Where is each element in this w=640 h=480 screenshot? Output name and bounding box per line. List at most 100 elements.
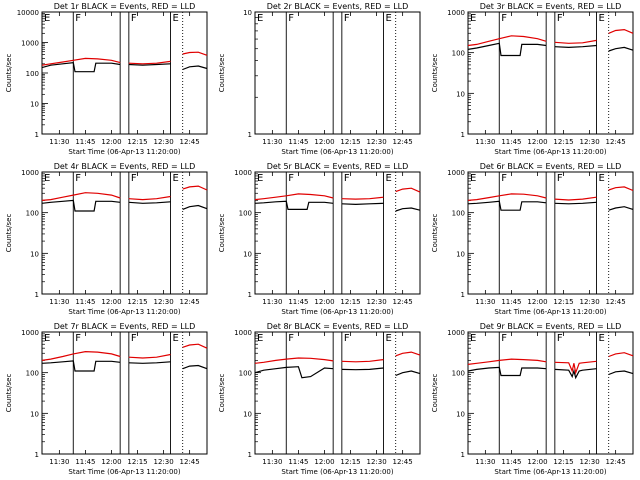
series-lld-line — [41, 192, 121, 201]
series-lld-line — [182, 185, 208, 191]
event-marker-label: E — [257, 13, 263, 24]
chart-title: Det 6r BLACK = Events, RED = LLD — [480, 162, 622, 171]
event-marker-label: F — [557, 173, 563, 184]
y-tick-label: 100 — [26, 70, 39, 78]
x-axis-title: Start Time (06-Apr-13 11:20:00) — [494, 308, 606, 316]
series-lld-line — [41, 350, 121, 361]
series-events-line — [608, 370, 634, 376]
x-tick-label: 12:00 — [527, 298, 547, 306]
detector-chart-5: Det 5r BLACK = Events, RED = LLD 1 10 100 10… — [218, 162, 421, 316]
x-tick-label: 12:30 — [153, 298, 173, 306]
event-marker-label: F — [131, 173, 137, 184]
series-events-line — [608, 206, 634, 211]
x-axis-title: Start Time (06-Apr-13 11:20:00) — [281, 468, 393, 476]
y-tick-label: 1000 — [21, 40, 39, 48]
x-tick-label: 11:45 — [75, 138, 95, 146]
x-tick-label: 12:30 — [366, 138, 386, 146]
event-marker-label: F — [344, 173, 350, 184]
series-lld-line — [41, 57, 121, 66]
y-tick-label: 1 — [35, 131, 39, 139]
event-marker-label: E — [386, 13, 392, 24]
event-marker-label: E — [386, 333, 392, 344]
y-tick-label: 1 — [35, 291, 39, 299]
x-tick-label: 11:30 — [49, 298, 69, 306]
chart-title: Det 8r BLACK = Events, RED = LLD — [267, 322, 409, 331]
y-tick-label: 100 — [452, 210, 465, 218]
y-tick-label: 100 — [239, 370, 252, 378]
detector-chart-4: Det 4r BLACK = Events, RED = LLD 1 10 100 10… — [5, 162, 208, 316]
series-events-line — [128, 63, 171, 66]
x-axis-title: Start Time (06-Apr-13 11:20:00) — [68, 148, 180, 156]
x-tick-label: 12:45 — [393, 458, 413, 466]
x-tick-label: 12:30 — [579, 138, 599, 146]
y-tick-label: 1000 — [21, 169, 39, 177]
series-events-line — [254, 366, 334, 379]
x-tick-label: 12:45 — [606, 298, 626, 306]
y-axis-title: Counts/sec — [5, 214, 13, 253]
x-axis-title: Start Time (06-Apr-13 11:20:00) — [281, 308, 393, 316]
event-marker-label: E — [257, 333, 263, 344]
y-axis-title: Counts/sec — [218, 54, 226, 93]
x-tick-label: 11:45 — [75, 458, 95, 466]
x-tick-label: 12:15 — [127, 138, 147, 146]
y-tick-label: 10 — [30, 101, 39, 109]
y-axis-title: Counts/sec — [5, 374, 13, 413]
x-tick-label: 12:45 — [393, 298, 413, 306]
y-tick-label: 10 — [243, 9, 252, 17]
event-marker-label: F — [557, 13, 563, 24]
series-events-line — [128, 201, 171, 204]
series-lld-line — [341, 196, 384, 200]
detector-chart-3: Det 3r BLACK = Events, RED = LLD 1 10 100 10… — [431, 2, 634, 156]
x-tick-label: 12:45 — [180, 138, 200, 146]
series-events-line — [182, 364, 208, 370]
series-events-line — [128, 361, 171, 364]
y-tick-label: 10 — [456, 250, 465, 258]
x-tick-label: 12:15 — [127, 298, 147, 306]
y-tick-label: 100 — [26, 370, 39, 378]
series-events-line — [554, 44, 597, 49]
event-marker-label: E — [173, 13, 179, 24]
y-tick-label: 100 — [452, 370, 465, 378]
y-tick-label: 10000 — [17, 9, 39, 17]
x-tick-label: 11:30 — [49, 458, 69, 466]
series-events-line — [41, 360, 121, 372]
x-tick-label: 12:00 — [101, 458, 121, 466]
x-tick-label: 11:45 — [501, 298, 521, 306]
event-marker-label: E — [173, 333, 179, 344]
series-lld-line — [608, 186, 634, 192]
series-lld-line — [608, 28, 634, 34]
x-tick-label: 12:45 — [393, 138, 413, 146]
x-tick-label: 12:00 — [527, 138, 547, 146]
y-tick-label: 1000 — [447, 329, 465, 337]
y-tick-label: 10 — [243, 410, 252, 418]
series-lld-line — [554, 360, 597, 375]
series-lld-line — [341, 359, 384, 363]
x-tick-label: 12:30 — [366, 298, 386, 306]
y-axis-title: Counts/sec — [431, 54, 439, 93]
event-marker-label: E — [44, 13, 50, 24]
series-events-line — [182, 65, 208, 71]
x-tick-label: 11:30 — [475, 458, 495, 466]
event-marker-label: E — [44, 173, 50, 184]
series-lld-line — [554, 196, 597, 201]
series-events-line — [182, 204, 208, 210]
series-events-line — [41, 61, 121, 73]
x-tick-label: 12:30 — [579, 298, 599, 306]
series-events-line — [341, 202, 384, 206]
event-marker-label: F — [344, 333, 350, 344]
y-tick-label: 1000 — [21, 329, 39, 337]
event-marker-label: F — [75, 173, 81, 184]
event-marker-label: E — [599, 333, 605, 344]
y-tick-label: 1 — [461, 291, 465, 299]
x-tick-label: 12:15 — [553, 298, 573, 306]
series-events-line — [395, 370, 421, 377]
x-tick-label: 12:15 — [127, 458, 147, 466]
y-tick-label: 10 — [30, 250, 39, 258]
event-marker-label: F — [344, 13, 350, 24]
x-axis-title: Start Time (06-Apr-13 11:20:00) — [494, 148, 606, 156]
series-lld-line — [254, 193, 334, 201]
event-marker-label: E — [599, 173, 605, 184]
series-events-line — [467, 200, 547, 211]
chart-title: Det 9r BLACK = Events, RED = LLD — [480, 322, 622, 331]
